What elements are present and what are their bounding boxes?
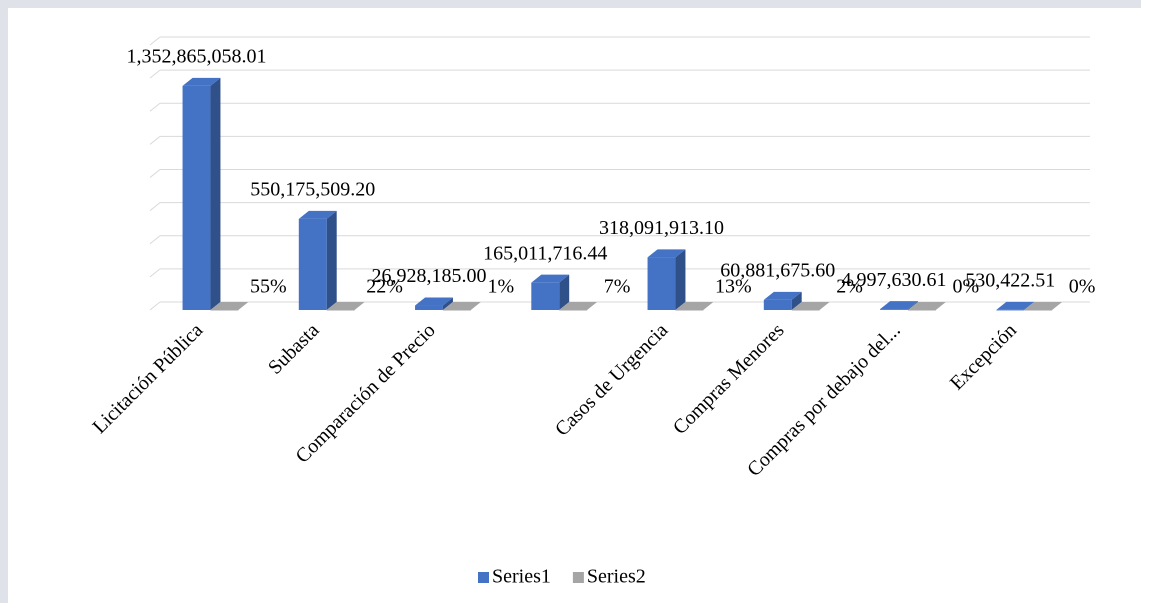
bar-face (675, 249, 686, 310)
bar (996, 301, 1035, 311)
bar (763, 291, 802, 310)
data-label: 1,352,865,058.01 (127, 46, 267, 68)
bar-face (791, 302, 830, 310)
bar-face (675, 302, 714, 310)
bar-face (1024, 301, 1035, 310)
bar-face (531, 274, 570, 283)
data-label: 550,175,509.20 (250, 178, 375, 200)
legend-swatch (572, 572, 584, 583)
bar-face (763, 299, 792, 310)
bar-face (791, 310, 820, 311)
bar (326, 302, 365, 311)
bar-face (559, 302, 598, 310)
grid-tick (149, 36, 161, 46)
bar (182, 77, 221, 310)
bar (531, 274, 570, 310)
grid-tick (149, 169, 161, 178)
bar-face (415, 297, 453, 306)
data-label: 0% (1069, 276, 1096, 298)
bar (647, 249, 686, 310)
bar-face (880, 301, 918, 310)
x-tick-label: Subasta (264, 319, 324, 379)
data-label: 1% (488, 276, 515, 298)
bar-face (210, 310, 239, 311)
bar (1024, 302, 1063, 311)
bar-face (907, 301, 918, 310)
bar-face (1024, 302, 1063, 310)
bar-face (210, 77, 221, 310)
bar-face (996, 301, 1035, 310)
grid-tick (149, 235, 161, 245)
x-tick-label: Excepción (946, 319, 1021, 394)
bar-face (559, 310, 588, 311)
bar-face (326, 310, 355, 311)
legend-swatch (478, 572, 489, 583)
bar (907, 302, 946, 311)
bar-face (298, 210, 337, 219)
data-label: 4,997,630.61 (842, 269, 947, 291)
grid-tick (149, 135, 161, 145)
bar (675, 302, 714, 311)
bar-face (996, 309, 1025, 311)
bar-face (880, 309, 908, 310)
bar-face (647, 249, 686, 258)
bar (442, 302, 481, 311)
bar-face (326, 210, 337, 310)
legend-label: Series1 (492, 566, 551, 588)
x-tick-label: Licitación Pública (88, 319, 207, 438)
data-label: 26,928,185.00 (372, 265, 487, 287)
bar (880, 301, 918, 310)
data-label: 165,011,716.44 (483, 242, 607, 264)
bar-face (559, 274, 570, 310)
bar-face (442, 297, 453, 310)
bar-face (210, 302, 249, 310)
bar-face (763, 291, 802, 300)
bar-face (675, 310, 704, 311)
bar-face (182, 77, 221, 86)
data-label: 7% (604, 276, 631, 298)
bar-face (442, 302, 481, 310)
data-label: 318,091,913.10 (599, 217, 724, 239)
bar-face (415, 305, 443, 310)
data-label: 60,881,675.60 (720, 260, 835, 282)
bar-face (531, 282, 560, 310)
x-tick-label: Compras Menores (669, 319, 789, 439)
bar-face (326, 302, 365, 310)
data-label: 55% (250, 276, 287, 298)
bar-face (907, 310, 936, 311)
x-tick-label: Casos de Urgencia (551, 319, 672, 440)
grid-tick (149, 102, 161, 112)
bar (559, 302, 598, 311)
grid-tick (149, 202, 161, 212)
bar (210, 302, 249, 311)
data-label: 2% (836, 276, 863, 298)
bar-face (182, 85, 211, 310)
bar-face (442, 310, 471, 311)
bar-face (298, 218, 327, 310)
data-label: 22% (366, 276, 403, 298)
data-label: 530,422.51 (965, 270, 1055, 292)
data-label: 13% (715, 276, 752, 298)
bar (298, 210, 337, 310)
bar-face (791, 291, 802, 310)
grid-tick (149, 301, 161, 311)
grid-tick (149, 69, 161, 79)
bar (791, 302, 830, 311)
bar-face (907, 302, 946, 310)
bar-face (647, 257, 676, 310)
bar (415, 297, 453, 310)
grid-tick (149, 268, 161, 278)
legend-label: Series2 (587, 566, 646, 588)
bar-face (1024, 310, 1053, 311)
data-label: 0% (953, 276, 980, 298)
